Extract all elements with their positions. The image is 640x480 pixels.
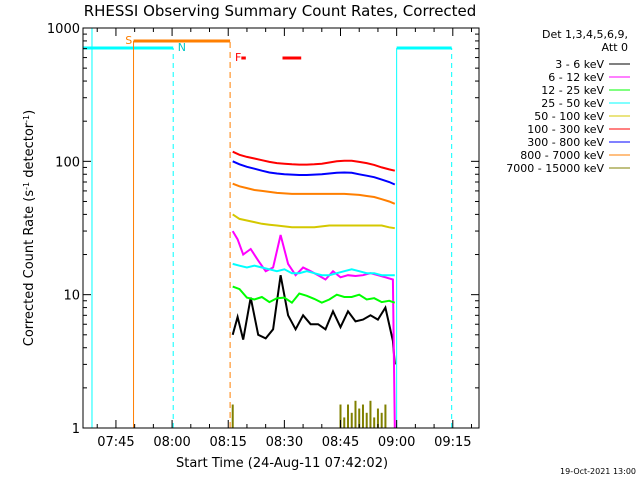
observing-flags: S N F <box>83 34 452 64</box>
legend-label: 100 - 300 keV <box>527 123 604 136</box>
legend-header-detectors: Det 1,3,4,5,6,9, <box>542 28 628 41</box>
series-line-800-7000-kev <box>232 182 396 205</box>
legend-label: 6 - 12 keV <box>548 71 604 84</box>
series-line-300-800-kev <box>232 160 396 186</box>
x-tick-label: 08:45 <box>322 435 359 450</box>
interval-markers <box>91 28 453 428</box>
y-axis-label: Corrected Count Rate (s-1 detector-1) <box>22 110 38 346</box>
x-tick-label: 08:30 <box>266 435 303 450</box>
night-flag-label: N <box>178 41 186 54</box>
legend-label: 800 - 7000 keV <box>520 149 604 162</box>
legend-header-attenuator: Att 0 <box>602 41 628 54</box>
legend-label: 25 - 50 keV <box>541 97 604 110</box>
x-tick-label: 09:00 <box>378 435 415 450</box>
y-tick-label: 1 <box>72 422 80 437</box>
series-line-50-100-kev <box>232 213 395 230</box>
legend-label: 3 - 6 keV <box>555 58 604 71</box>
legend-label: 7000 - 15000 keV <box>506 162 604 175</box>
series-line-25-50-kev <box>232 262 395 277</box>
series-group <box>231 150 396 429</box>
series-line-100-300-kev <box>232 150 396 172</box>
saa-flag-label: S <box>125 34 132 47</box>
x-axis-label: Start Time (24-Aug-11 07:42:02) <box>176 456 388 471</box>
legend-label: 12 - 25 keV <box>541 84 604 97</box>
y-tick-label: 100 <box>55 155 80 170</box>
footer-date: 19-Oct-2021 13:00 <box>560 467 636 476</box>
y-axis: 1 10 100 1000 <box>47 22 479 437</box>
x-tick-label: 09:15 <box>434 435 471 450</box>
chart-title: RHESSI Observing Summary Count Rates, Co… <box>84 2 477 20</box>
x-tick-label: 08:15 <box>209 435 246 450</box>
x-axis: 07:45 08:00 08:15 08:30 08:45 09:00 09:15 <box>96 28 473 450</box>
x-tick-label: 08:00 <box>153 435 190 450</box>
legend-label: 300 - 800 keV <box>527 136 604 149</box>
series-line-12-25-kev <box>232 285 396 305</box>
series-line-3-6-kev <box>231 275 396 365</box>
legend-label: 50 - 100 keV <box>534 110 604 123</box>
y-tick-label: 1000 <box>47 22 80 37</box>
plot-frame <box>82 27 480 429</box>
x-tick-label: 07:45 <box>97 435 134 450</box>
y-tick-label: 10 <box>63 289 80 304</box>
flare-flag-label: F <box>235 51 241 64</box>
